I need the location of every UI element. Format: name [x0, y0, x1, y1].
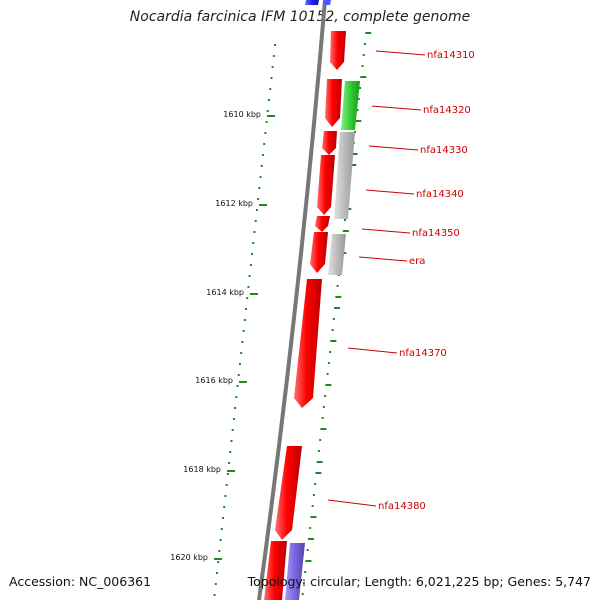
scale-tick-label: 1618 kbp — [183, 465, 221, 474]
forward-strand-track — [285, 0, 360, 600]
accession-text: Accession: NC_006361 — [9, 574, 152, 589]
scale-tick-label: 1610 kbp — [223, 110, 261, 119]
gene-label-leader — [375, 50, 426, 56]
gene-feature-nfa14380[interactable] — [275, 446, 302, 540]
genome-summary-text: Topology: circular; Length: 6,021,225 bp… — [247, 574, 591, 589]
gene-feature-nfa14340[interactable] — [317, 155, 335, 215]
backbone-line — [257, 0, 327, 600]
gene-label-nfa14340[interactable]: nfa14340 — [416, 189, 464, 200]
gene-feature-top-blue[interactable] — [305, 0, 319, 5]
gene-label-nfa14380[interactable]: nfa14380 — [378, 501, 426, 512]
gene-labels: nfa14310 nfa14320 nfa14330 nfa14340 nfa14350… — [327, 50, 475, 512]
gene-feature-nfa14310[interactable] — [330, 31, 346, 70]
gene-label-leader — [361, 228, 411, 234]
scale-tick-label: 1614 kbp — [206, 288, 244, 297]
gene-label-leader — [365, 189, 415, 195]
gene-label-nfa14330[interactable]: nfa14330 — [420, 145, 468, 156]
gene-label-nfa14320[interactable]: nfa14320 — [423, 105, 471, 116]
coordinate-scale: 1610 kbp 1612 kbp 1614 kbp 1616 kbp 1618 kbp… — [170, 110, 275, 562]
gene-label-nfa14310[interactable]: nfa14310 — [427, 50, 475, 61]
pseudo-feature-gray-1[interactable] — [334, 132, 355, 219]
gene-label-leader — [358, 256, 408, 262]
gene-label-era[interactable]: era — [409, 256, 425, 267]
map-title: Nocardia farcinica IFM 10152, complete g… — [129, 9, 471, 25]
gene-label-leader — [368, 145, 419, 151]
gene-feature-nfa14350[interactable] — [315, 216, 330, 232]
gene-label-leader — [327, 499, 377, 507]
gene-feature-top-blue-fwd[interactable] — [323, 0, 331, 5]
gene-label-leader — [347, 347, 398, 354]
gene-feature-nfa14320[interactable] — [325, 79, 342, 127]
reverse-strand-track — [264, 0, 346, 600]
scale-tick-label: 1612 kbp — [215, 199, 253, 208]
scale-tick-label: 1616 kbp — [195, 376, 233, 385]
gene-feature-era[interactable] — [310, 232, 328, 273]
gene-label-leader — [371, 105, 422, 111]
gene-feature-bottom-red[interactable] — [264, 541, 287, 600]
gene-feature-nfa14330[interactable] — [322, 131, 337, 155]
gene-label-nfa14350[interactable]: nfa14350 — [412, 228, 460, 239]
rna-feature-green[interactable] — [341, 81, 360, 130]
gene-feature-purple[interactable] — [285, 543, 305, 600]
scale-tick-label: 1620 kbp — [170, 553, 208, 562]
gene-label-nfa14370[interactable]: nfa14370 — [399, 348, 447, 359]
gene-feature-nfa14370[interactable] — [294, 279, 322, 408]
pseudo-feature-gray-2[interactable] — [328, 234, 346, 275]
